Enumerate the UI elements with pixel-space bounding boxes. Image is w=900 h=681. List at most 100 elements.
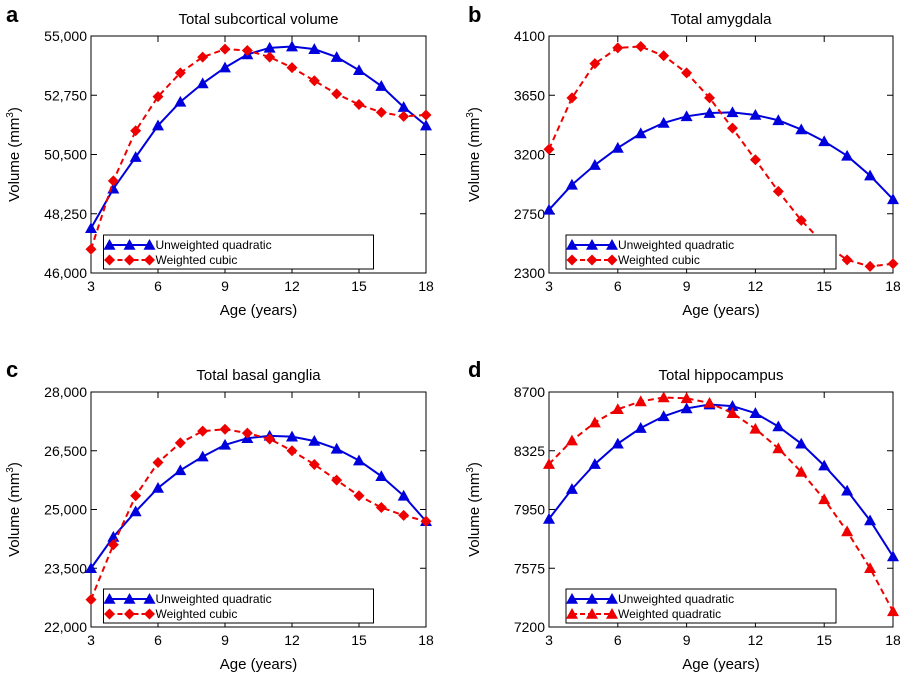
- y-tick-label: 52,750: [44, 87, 87, 103]
- data-point: [588, 416, 601, 428]
- chart-panel-a: a Total subcortical volume 3 6 9 12 15 18 46,000…: [5, 2, 434, 319]
- data-point: [565, 178, 578, 190]
- data-point: [818, 135, 831, 147]
- series-2: [85, 423, 432, 606]
- series-line: [548, 111, 894, 211]
- data-point: [286, 40, 298, 52]
- series-line: [548, 403, 894, 558]
- data-point: [129, 151, 142, 162]
- data-point: [680, 110, 693, 122]
- data-point: [85, 243, 97, 255]
- y-tick-label: 4100: [514, 28, 545, 44]
- chart-panel-d: d Total hippocampus 3 6 9 12 15 18 7200 7575 7950 8…: [465, 357, 900, 673]
- data-point: [308, 434, 321, 446]
- data-point: [703, 396, 716, 408]
- data-point: [308, 43, 321, 54]
- legend-marker: [123, 239, 136, 250]
- data-point: [174, 464, 187, 476]
- y-tick-label: 3650: [514, 87, 545, 103]
- data-point: [196, 450, 209, 462]
- legend-marker: [566, 254, 578, 266]
- chart-panel-c: c Total basal ganglia 3 6 9 12 15 18 22,000 23,50…: [5, 357, 434, 673]
- data-point: [130, 125, 142, 137]
- series-1: [85, 40, 432, 234]
- data-point: [703, 107, 716, 118]
- x-tick-label: 18: [885, 278, 900, 294]
- data-point: [107, 539, 119, 551]
- data-point: [726, 106, 739, 118]
- x-tick-label: 9: [683, 632, 691, 648]
- y-tick-label: 3200: [514, 147, 545, 163]
- data-point: [772, 420, 785, 432]
- data-point: [841, 149, 854, 161]
- data-point: [174, 437, 186, 449]
- legend-marker: [123, 593, 136, 604]
- data-point: [353, 98, 365, 110]
- y-tick-label: 48,250: [44, 206, 87, 222]
- y-tick-label: 2750: [514, 206, 545, 222]
- y-axis-label: Volume (mm3): [5, 107, 23, 202]
- data-point: [611, 403, 624, 415]
- x-tick-label: 12: [748, 632, 764, 648]
- data-point: [864, 514, 877, 526]
- data-point: [658, 50, 670, 62]
- legend-label: Unweighted quadratic: [156, 592, 272, 606]
- data-point: [85, 594, 97, 606]
- legend-label: Weighted quadratic: [618, 607, 721, 621]
- x-tick-label: 3: [545, 278, 553, 294]
- x-tick-label: 3: [87, 632, 95, 648]
- legend-marker: [143, 239, 156, 250]
- data-point: [543, 458, 555, 469]
- data-point: [397, 101, 410, 112]
- data-point: [398, 509, 410, 521]
- data-point: [543, 512, 555, 524]
- data-point: [795, 123, 808, 135]
- legend-marker: [586, 608, 598, 619]
- data-point: [841, 254, 853, 266]
- data-point: [588, 159, 601, 170]
- y-tick-label: 28,000: [44, 384, 87, 400]
- y-axis-label: Volume (mm3): [465, 462, 483, 557]
- panel-label: c: [6, 357, 18, 382]
- series-2: [543, 391, 899, 617]
- data-point: [85, 562, 97, 574]
- data-point: [219, 438, 231, 450]
- y-tick-label: 7200: [514, 619, 545, 635]
- data-point: [657, 116, 670, 128]
- data-point: [397, 489, 410, 501]
- x-tick-label: 15: [351, 632, 367, 648]
- series-1: [543, 106, 899, 215]
- legend-label: Unweighted quadratic: [618, 592, 734, 606]
- data-point: [174, 67, 186, 79]
- y-tick-label: 46,000: [44, 265, 87, 281]
- data-point: [634, 395, 647, 407]
- data-point: [286, 62, 298, 74]
- data-point: [887, 193, 899, 205]
- data-point: [772, 442, 785, 454]
- chart-title: Total hippocampus: [658, 367, 783, 384]
- legend-marker: [566, 239, 578, 250]
- data-point: [772, 114, 785, 126]
- data-point: [565, 483, 578, 494]
- y-tick-label: 22,000: [44, 619, 87, 635]
- y-tick-label: 25,000: [44, 502, 87, 518]
- data-point: [634, 422, 647, 433]
- legend-label: Weighted cubic: [156, 607, 238, 621]
- data-point: [864, 260, 876, 272]
- data-point: [864, 169, 877, 181]
- data-point: [420, 515, 432, 527]
- data-point: [543, 203, 555, 215]
- data-point: [420, 119, 432, 131]
- x-tick-label: 18: [418, 278, 434, 294]
- legend-label: Unweighted quadratic: [618, 238, 734, 252]
- data-point: [887, 550, 899, 562]
- data-point: [308, 458, 320, 470]
- data-point: [375, 106, 387, 118]
- data-point: [152, 91, 164, 103]
- data-point: [219, 423, 231, 435]
- x-tick-label: 15: [816, 632, 832, 648]
- data-point: [174, 95, 187, 107]
- x-axis-label: Age (years): [682, 302, 760, 319]
